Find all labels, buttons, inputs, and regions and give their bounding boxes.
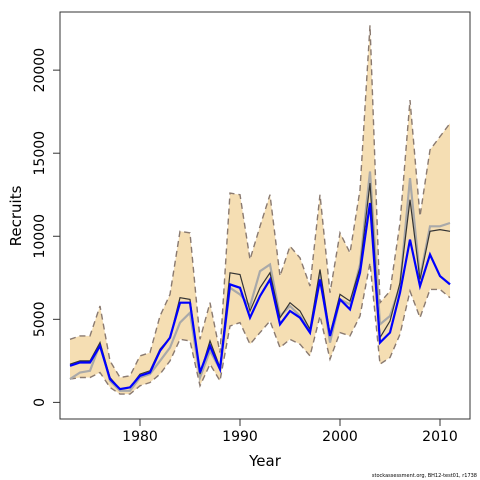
- x-tick-label: 1980: [122, 429, 158, 445]
- y-axis-title: Recruits: [7, 185, 25, 246]
- y-tick-label: 20000: [32, 48, 48, 93]
- x-axis: 1980 1990 2000 2010: [122, 419, 458, 445]
- confidence-band: [70, 25, 450, 395]
- lower-bound-line: [69, 262, 451, 395]
- y-tick-label: 5000: [32, 302, 48, 338]
- x-tick-label: 1990: [222, 429, 258, 445]
- plot-area: [69, 25, 451, 395]
- y-axis: 0 5000 10000 15000 20000: [32, 48, 60, 407]
- estimate-line: [69, 202, 451, 391]
- x-tick-label: 2010: [422, 429, 458, 445]
- plot-frame: [59, 11, 471, 420]
- y-tick-label: 0: [32, 398, 48, 407]
- upper-bound-line: [69, 25, 451, 379]
- base-run-line: [69, 171, 451, 392]
- y-tick-label: 15000: [32, 131, 48, 176]
- x-axis-title: Year: [248, 452, 282, 470]
- credit-text: stockassessment.org, BH12-test01, r1738: [372, 473, 477, 479]
- x-tick-label: 2000: [322, 429, 358, 445]
- y-tick-label: 10000: [32, 214, 48, 259]
